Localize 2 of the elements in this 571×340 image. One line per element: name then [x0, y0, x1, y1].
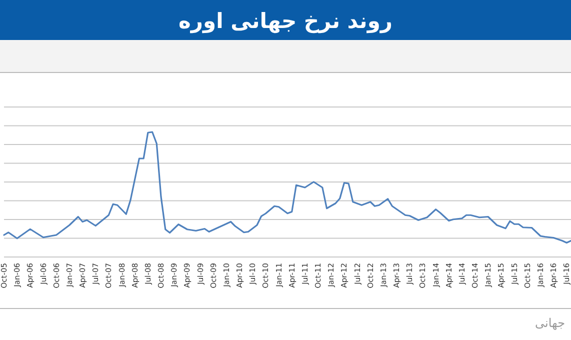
text: جهانی [535, 316, 565, 330]
chart-title: روند نرخ جهانی اوره [178, 9, 392, 34]
